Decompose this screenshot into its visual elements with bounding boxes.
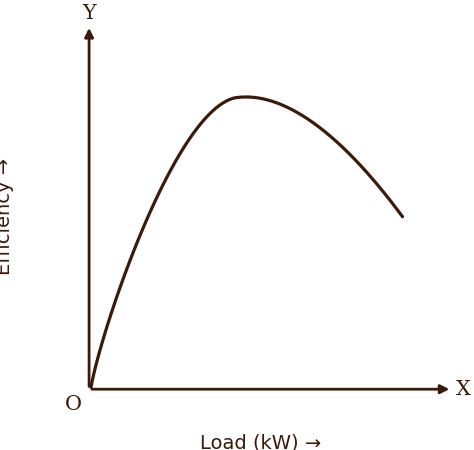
Text: Y: Y [82, 4, 96, 23]
Text: Efficiency →: Efficiency → [0, 158, 15, 275]
Text: Load (kW) →: Load (kW) → [201, 433, 322, 450]
Text: O: O [64, 395, 82, 414]
Text: X: X [456, 380, 471, 399]
